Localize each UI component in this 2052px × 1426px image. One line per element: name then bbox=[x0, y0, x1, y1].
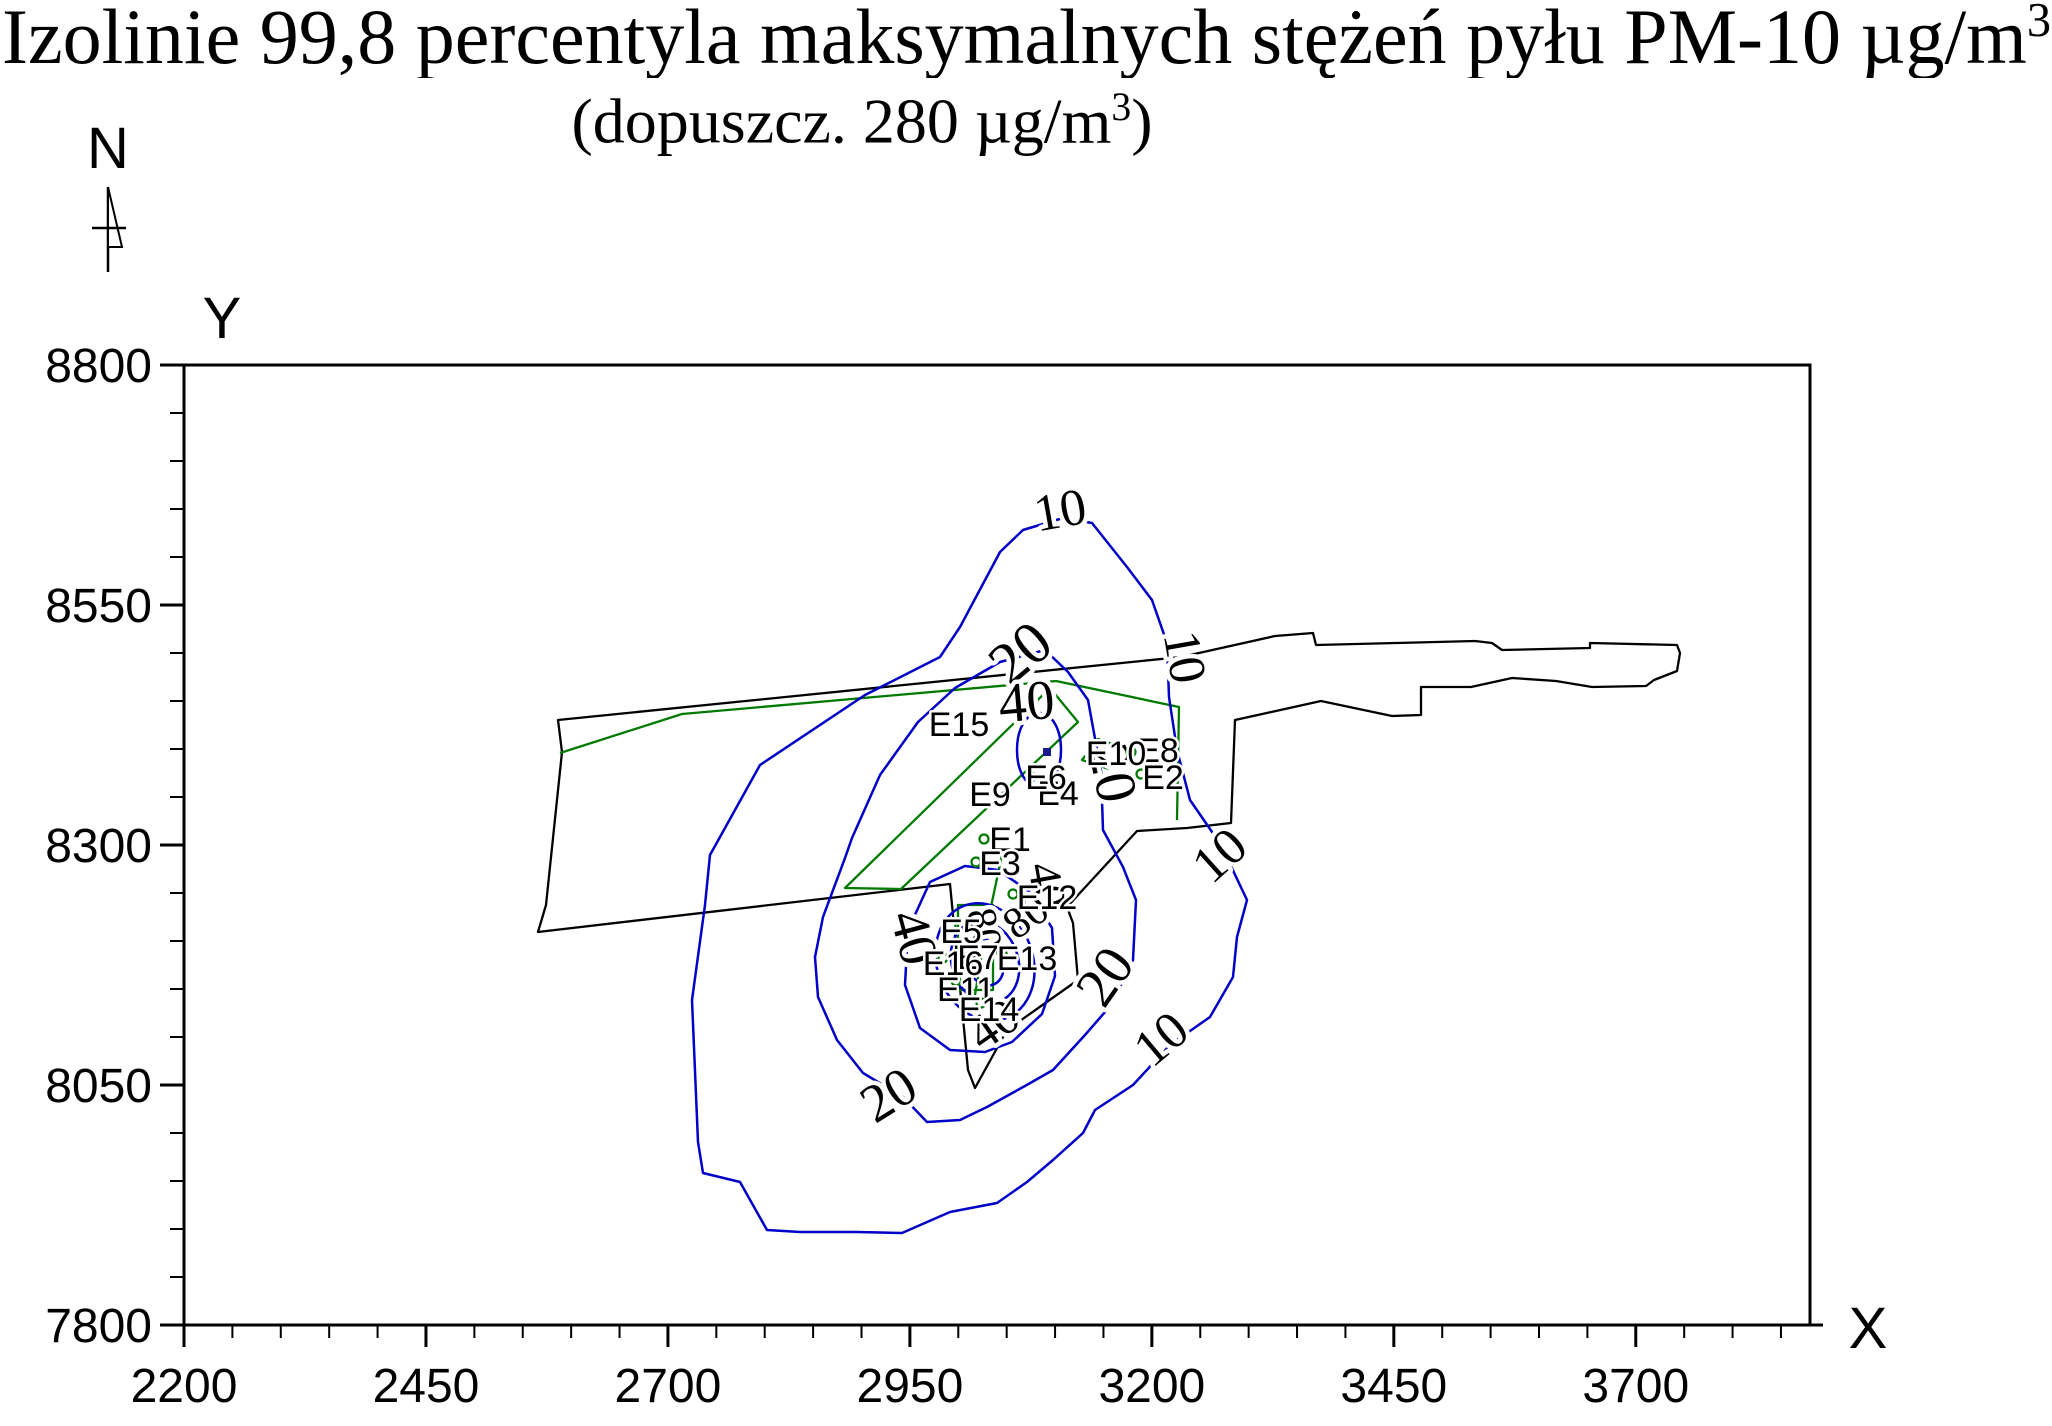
figure-subtitle-close: ) bbox=[1131, 85, 1153, 157]
x-tick-label: 3700 bbox=[1582, 1360, 1689, 1413]
isoline-20 bbox=[813, 648, 1138, 1124]
emitter-label-E7: E7 bbox=[957, 939, 999, 977]
isoline-label-40: 40 bbox=[996, 669, 1057, 736]
site-boundary-outline bbox=[536, 631, 1682, 1090]
x-axis-ticks: 2200 2450 2700 2950 3200 3450 3700 bbox=[131, 1325, 1782, 1413]
emitter-label-E5: E5 bbox=[940, 913, 982, 951]
x-tick-label: 3450 bbox=[1340, 1360, 1447, 1413]
figure-title-text: Izolinie 99,8 percentyla maksymalnych st… bbox=[2, 0, 2027, 78]
emitter-label-E8: E8 bbox=[1137, 732, 1179, 770]
emitter-marker-E1 bbox=[978, 833, 990, 845]
y-tick-label: 8050 bbox=[45, 1060, 152, 1113]
isoline-80-outer bbox=[934, 902, 1036, 1022]
y-axis-ticks: 8800 8550 8300 8050 7800 bbox=[45, 340, 184, 1353]
emitter-marker-E8 bbox=[1125, 746, 1137, 758]
y-tick-label: 8800 bbox=[45, 340, 152, 393]
emitter-label-E2: E2 bbox=[1142, 759, 1184, 797]
isoline-label-10: 10 bbox=[1030, 478, 1091, 543]
emitter-marker-E12 bbox=[1007, 888, 1019, 900]
emitter-marker-E14 bbox=[975, 997, 987, 1009]
emitter-marker-E15 bbox=[1043, 748, 1051, 756]
emitter-label-E6: E6 bbox=[1025, 759, 1067, 797]
emitter-label-E11: E11 bbox=[937, 971, 995, 1009]
figure-title-sup: 3 bbox=[2026, 0, 2051, 47]
emitter-marker-E5 bbox=[945, 920, 957, 932]
north-arrow-icon: N bbox=[87, 116, 129, 272]
isoline-label-10: 10 bbox=[1123, 1001, 1199, 1078]
figure-subtitle-text: (dopuszcz. 280 µg/m bbox=[571, 85, 1112, 157]
isoline-40-lower bbox=[903, 864, 1057, 1054]
north-label: N bbox=[87, 116, 129, 181]
green-building-rect-cluster bbox=[956, 903, 995, 992]
figure-subtitle: (dopuszcz. 280 µg/m3) bbox=[571, 84, 1152, 158]
green-path-cluster bbox=[973, 849, 1005, 996]
emitter-label-E14: E14 bbox=[959, 991, 1020, 1029]
isoline-label-10: 10 bbox=[1152, 627, 1217, 688]
isoline-80-mid bbox=[949, 919, 1021, 1005]
emitter-marker-E16 bbox=[937, 952, 949, 964]
emitter-label-E1: E1 bbox=[989, 821, 1031, 859]
y-tick-label: 8550 bbox=[45, 580, 152, 633]
emitter-label-E9: E9 bbox=[969, 776, 1011, 814]
emitter-marker-E3 bbox=[970, 856, 982, 868]
isoline-10 bbox=[690, 516, 1249, 1235]
emitter-marker-E6 bbox=[1025, 771, 1037, 783]
emitter-label-E15: E15 bbox=[929, 706, 990, 744]
green-band-polygon bbox=[843, 686, 1080, 891]
emitter-label-E12: E12 bbox=[1017, 879, 1078, 917]
y-axis-label: Y bbox=[203, 286, 242, 351]
x-tick-label: 3200 bbox=[1098, 1360, 1205, 1413]
x-tick-label: 2950 bbox=[857, 1360, 964, 1413]
emitter-label-E3: E3 bbox=[979, 845, 1021, 883]
emitter-label-E13: E13 bbox=[997, 940, 1058, 978]
emitter-marker-E11 bbox=[950, 975, 962, 987]
emitter-label-E16: E16 bbox=[923, 945, 984, 983]
x-tick-label: 2450 bbox=[373, 1360, 480, 1413]
emitter-label-E10: E10 bbox=[1086, 735, 1147, 773]
green-road-polyline bbox=[559, 679, 1181, 821]
figure-subtitle-sup: 3 bbox=[1111, 85, 1132, 129]
x-tick-label: 2700 bbox=[615, 1360, 722, 1413]
isoline-label-10: 10 bbox=[1182, 817, 1259, 894]
emitter-marker-E7 bbox=[962, 944, 974, 956]
y-tick-label: 7800 bbox=[45, 1300, 152, 1353]
emitter-marker-E2 bbox=[1135, 768, 1147, 780]
north-arrow-head bbox=[107, 186, 124, 248]
emitters-layer: E1 E2 E3 E4 E5 E6 E7 E8 E9 E10 E11 E12 E13 E14 E15 E16 bbox=[920, 704, 1186, 1032]
isoline-label-20: 20 bbox=[850, 1055, 928, 1134]
y-tick-label: 8300 bbox=[45, 820, 152, 873]
x-tick-label: 2200 bbox=[131, 1360, 238, 1413]
emitter-label-E4: E4 bbox=[1037, 775, 1079, 813]
x-axis-label: X bbox=[1849, 1296, 1888, 1361]
figure-title: Izolinie 99,8 percentyla maksymalnych st… bbox=[2, 0, 2052, 78]
isoline-40-upper bbox=[1015, 711, 1063, 789]
emitter-marker-E13 bbox=[996, 947, 1008, 959]
